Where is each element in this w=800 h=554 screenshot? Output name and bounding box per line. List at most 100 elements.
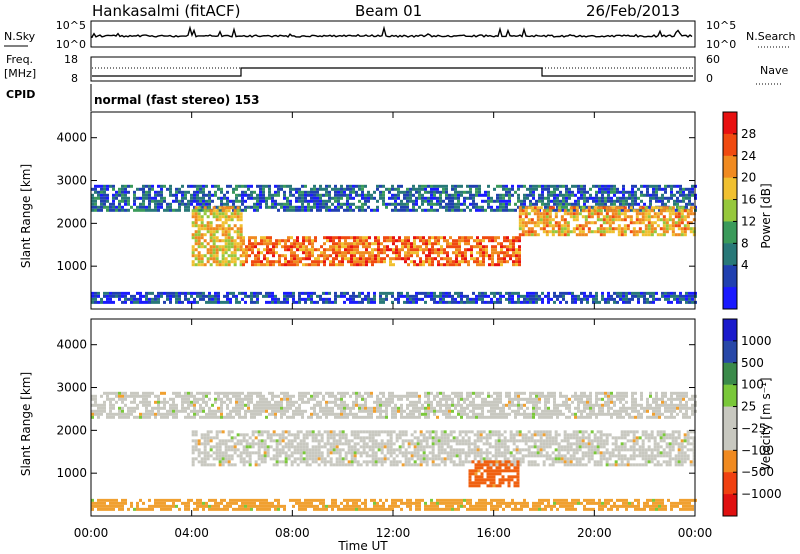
data-cell [478, 394, 481, 398]
data-cell [604, 190, 607, 194]
data-cell [184, 205, 187, 209]
data-cell [199, 294, 202, 298]
data-cell [127, 202, 130, 206]
data-cell [358, 406, 361, 410]
data-cell [487, 196, 490, 200]
data-cell [475, 184, 478, 188]
data-cell [314, 460, 318, 464]
data-cell [638, 218, 642, 222]
data-cell [272, 242, 275, 246]
data-cell [455, 242, 458, 246]
data-cell [608, 209, 612, 213]
data-cell [247, 193, 250, 197]
data-cell [625, 196, 628, 200]
data-cell [287, 263, 290, 267]
data-cell [605, 206, 609, 210]
data-cell [260, 263, 263, 267]
data-cell [370, 412, 373, 416]
data-cell [299, 242, 302, 246]
data-cell [686, 221, 690, 225]
data-cell [571, 412, 574, 416]
data-cell [275, 239, 278, 243]
data-cell [293, 251, 296, 255]
data-cell [224, 257, 228, 261]
data-cell [295, 196, 298, 200]
data-cell [236, 442, 240, 446]
data-cell [514, 190, 517, 194]
data-cell [212, 227, 216, 231]
data-cell [458, 248, 461, 252]
data-cell [503, 257, 506, 261]
data-cell [565, 199, 568, 203]
data-cell [547, 412, 550, 416]
data-cell [274, 394, 277, 398]
data-cell [235, 294, 238, 298]
data-cell [610, 199, 613, 203]
data-cell [217, 391, 220, 395]
data-cell [367, 391, 370, 395]
data-cell [598, 412, 601, 416]
data-cell [580, 297, 583, 301]
data-cell [277, 190, 280, 194]
data-cell [686, 227, 690, 231]
data-cell [508, 297, 511, 301]
data-cell [374, 445, 378, 449]
data-cell [302, 433, 306, 437]
data-cell [196, 409, 199, 413]
data-cell [220, 412, 223, 416]
data-cell [265, 291, 268, 295]
data-cell [242, 251, 245, 255]
data-cell [212, 457, 216, 461]
data-cell [290, 242, 293, 246]
data-cell [293, 448, 297, 452]
data-cell [691, 291, 694, 295]
data-cell [197, 239, 201, 243]
data-cell [308, 451, 312, 455]
data-cell [206, 436, 210, 440]
data-cell [317, 463, 321, 467]
data-cell [559, 199, 562, 203]
data-cell [91, 394, 94, 398]
data-cell [262, 397, 265, 401]
data-cell [490, 415, 493, 419]
data-cell [508, 202, 511, 206]
data-cell [365, 260, 368, 264]
data-cell [106, 291, 109, 295]
data-cell [680, 218, 684, 222]
data-cell [680, 212, 684, 216]
data-cell [103, 300, 106, 304]
data-cell [245, 454, 249, 458]
data-cell [175, 208, 178, 212]
data-cell [530, 221, 534, 225]
data-cell [613, 400, 616, 404]
data-cell [610, 187, 613, 191]
data-cell [451, 297, 454, 301]
data-cell [353, 448, 357, 452]
data-cell [133, 400, 136, 404]
data-cell [529, 291, 532, 295]
data-cell [650, 227, 654, 231]
data-cell [340, 400, 343, 404]
data-cell [595, 391, 598, 395]
data-cell [310, 196, 313, 200]
data-cell [383, 248, 386, 252]
data-cell [197, 454, 201, 458]
data-cell [184, 400, 187, 404]
data-cell [493, 300, 496, 304]
data-cell [395, 245, 398, 249]
data-cell [472, 291, 475, 295]
data-cell [610, 190, 613, 194]
data-cell [230, 457, 234, 461]
data-cell [412, 187, 415, 191]
data-cell [191, 248, 195, 252]
data-cell [515, 251, 518, 255]
data-cell [532, 397, 535, 401]
data-cell [298, 300, 301, 304]
data-cell [397, 202, 400, 206]
data-cell [580, 409, 583, 413]
data-cell [563, 233, 567, 237]
data-cell [503, 236, 506, 240]
data-cell [268, 193, 271, 197]
data-cell [292, 403, 295, 407]
data-cell [212, 245, 216, 249]
